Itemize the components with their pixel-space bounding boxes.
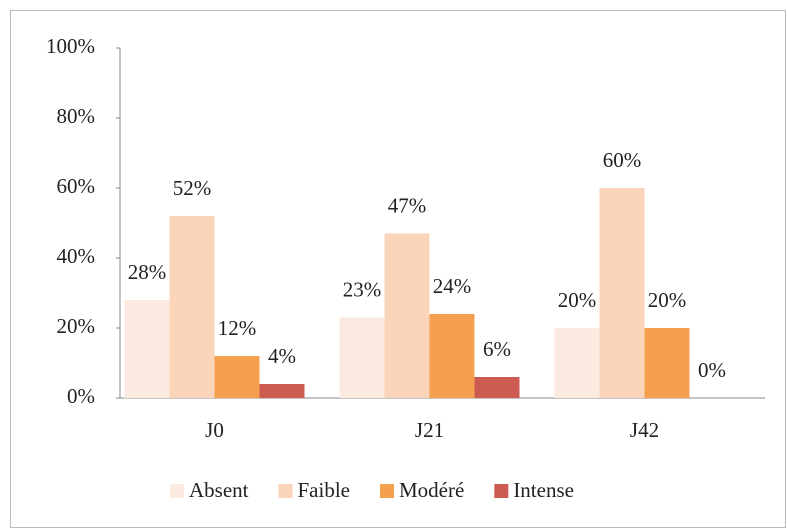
legend-swatch <box>494 484 509 498</box>
value-label: 28% <box>128 260 167 284</box>
legend-label: Intense <box>513 478 574 502</box>
y-tick-label: 0% <box>67 384 95 408</box>
bar <box>214 356 260 398</box>
y-tick-label: 40% <box>57 244 96 268</box>
y-tick-label: 60% <box>57 174 96 198</box>
legend-swatch <box>380 484 394 498</box>
x-tick-label: J21 <box>415 418 444 442</box>
legend-label: Absent <box>189 478 249 502</box>
value-label: 4% <box>268 344 296 368</box>
legend-swatch <box>278 484 293 498</box>
bar <box>339 317 385 398</box>
legend-label: Faible <box>298 478 351 502</box>
legend-label: Modéré <box>399 478 464 502</box>
value-label: 52% <box>173 176 212 200</box>
value-label: 24% <box>433 274 472 298</box>
x-tick-label: J0 <box>205 418 224 442</box>
y-tick-label: 80% <box>57 104 96 128</box>
value-label: 6% <box>483 337 511 361</box>
value-label: 60% <box>603 148 642 172</box>
bar <box>124 300 170 398</box>
y-tick-label: 100% <box>46 34 95 58</box>
bar <box>474 377 520 398</box>
value-label: 12% <box>218 316 257 340</box>
bar <box>429 314 475 398</box>
x-tick-label: J42 <box>630 418 659 442</box>
value-label: 20% <box>648 288 687 312</box>
value-label: 20% <box>558 288 597 312</box>
bar <box>599 188 645 398</box>
bar <box>169 216 215 398</box>
y-tick-label: 20% <box>57 314 96 338</box>
bar <box>259 384 305 398</box>
bar <box>644 328 690 398</box>
value-label: 23% <box>343 277 382 301</box>
legend-swatch <box>170 484 184 498</box>
bar <box>554 328 600 398</box>
value-label: 0% <box>698 358 726 382</box>
value-label: 47% <box>388 193 427 217</box>
bar <box>384 233 430 398</box>
